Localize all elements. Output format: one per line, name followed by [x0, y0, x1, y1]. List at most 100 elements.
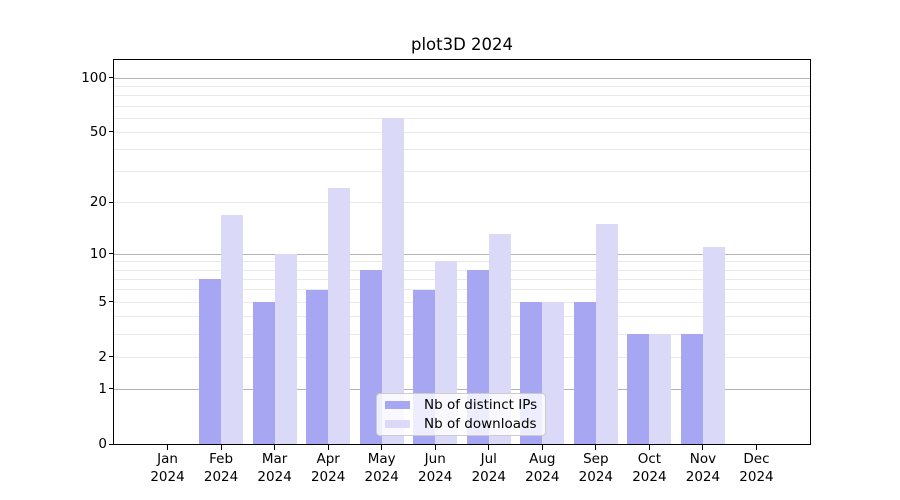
gridline-minor [114, 202, 810, 204]
bar-apr-downloads [328, 188, 351, 444]
gridline-minor [114, 289, 810, 291]
x-tick-mark [595, 445, 597, 450]
x-tick-year: 2024 [150, 469, 185, 485]
x-tick-month: Feb [209, 451, 234, 467]
bar-feb-downloads [221, 214, 244, 444]
gridline-minor [114, 356, 810, 358]
bar-nov-downloads [702, 246, 725, 444]
y-tick-mark [109, 356, 114, 358]
bar-nov-ips [680, 333, 703, 444]
y-tick-mark [109, 253, 114, 255]
grid-layer [114, 60, 810, 444]
gridline-minor [114, 117, 810, 119]
legend: Nb of distinct IPs Nb of downloads [376, 393, 546, 436]
gridline-minor [114, 261, 810, 263]
x-tick-year: 2024 [632, 469, 667, 485]
gridline-major [114, 253, 810, 255]
x-tick-year: 2024 [418, 469, 453, 485]
x-tick-year: 2024 [739, 469, 774, 485]
gridline-minor [114, 269, 810, 271]
x-tick-month: Jun [424, 451, 446, 467]
gridline-minor [114, 149, 810, 151]
bar-sep-downloads [595, 223, 618, 444]
gridline-minor [114, 301, 810, 303]
y-tick-label: 100 [81, 69, 107, 86]
legend-swatch [385, 401, 410, 410]
x-tick-month: Mar [261, 451, 288, 467]
bar-may-downloads [381, 117, 404, 444]
legend-label: Nb of downloads [424, 415, 537, 432]
gridline-minor [114, 95, 810, 97]
x-tick-label-nov: Nov 2024 [663, 450, 743, 486]
bar-mar-ips [252, 301, 275, 444]
x-tick-mark [434, 445, 436, 450]
gridline-minor [114, 85, 810, 87]
x-tick-label-oct: Oct 2024 [609, 450, 689, 486]
x-tick-label-jul: Jul 2024 [449, 450, 529, 486]
x-tick-label-sep: Sep 2024 [556, 450, 636, 486]
gridline-major [114, 77, 810, 79]
x-tick-year: 2024 [685, 469, 721, 485]
x-tick-label-feb: Feb 2024 [181, 450, 261, 486]
x-tick-month: Aug [529, 451, 556, 467]
y-tick-mark [109, 131, 114, 133]
x-tick-year: 2024 [257, 469, 292, 485]
x-tick-mark [381, 445, 383, 450]
gridline-minor [114, 278, 810, 280]
bar-feb-ips [199, 278, 222, 444]
x-tick-label-dec: Dec 2024 [716, 450, 796, 486]
x-tick-month: May [367, 451, 396, 467]
x-tick-month: Sep [583, 451, 609, 467]
y-tick-label: 50 [89, 123, 107, 140]
x-tick-label-may: May 2024 [342, 450, 422, 486]
plot-area [113, 59, 811, 445]
y-tick-mark [109, 201, 114, 203]
gridline-minor [114, 333, 810, 335]
x-tick-label-jun: Jun 2024 [395, 450, 475, 486]
x-tick-year: 2024 [310, 469, 346, 485]
x-tick-year: 2024 [525, 469, 560, 485]
bar-mar-downloads [274, 253, 297, 444]
gridline-minor [114, 171, 810, 173]
x-tick-month: Nov [689, 451, 717, 467]
y-tick-label: 5 [98, 293, 107, 310]
x-tick-label-apr: Apr 2024 [288, 450, 368, 486]
x-tick-mark [167, 445, 169, 450]
y-tick-label: 0 [98, 436, 107, 452]
x-tick-year: 2024 [203, 469, 239, 485]
chart-title: plot3D 2024 [410, 35, 514, 54]
y-tick-mark [109, 443, 114, 445]
y-tick-label: 1 [98, 380, 107, 397]
x-tick-month: Apr [316, 451, 340, 467]
gridline-minor [114, 316, 810, 318]
bar-oct-downloads [649, 333, 672, 444]
legend-label: Nb of distinct IPs [424, 397, 538, 414]
legend-row-downloads: Nb of downloads [385, 415, 537, 434]
x-tick-label-aug: Aug 2024 [502, 450, 582, 486]
x-tick-label-jan: Jan 2024 [128, 450, 208, 486]
legend-swatch [385, 419, 410, 428]
x-tick-year: 2024 [578, 469, 614, 485]
x-tick-mark [327, 445, 329, 450]
x-tick-year: 2024 [471, 469, 506, 485]
x-tick-mark [648, 445, 650, 450]
y-tick-mark [109, 388, 114, 390]
x-tick-mark [541, 445, 543, 450]
y-tick-mark [109, 77, 114, 79]
x-tick-month: Oct [637, 451, 662, 467]
y-tick-mark [109, 301, 114, 303]
x-tick-month: Dec [743, 451, 770, 467]
x-tick-mark [274, 445, 276, 450]
x-tick-month: Jul [480, 451, 497, 467]
legend-row-ips: Nb of distinct IPs [385, 396, 537, 415]
bar-aug-downloads [542, 301, 565, 444]
bar-layer [114, 60, 810, 444]
x-tick-mark [220, 445, 222, 450]
gridline-minor [114, 131, 810, 133]
x-tick-label-mar: Mar 2024 [235, 450, 315, 486]
y-tick-label: 10 [89, 245, 107, 262]
gridline-minor [114, 105, 810, 107]
bar-sep-ips [573, 301, 596, 444]
bar-oct-ips [627, 333, 650, 444]
